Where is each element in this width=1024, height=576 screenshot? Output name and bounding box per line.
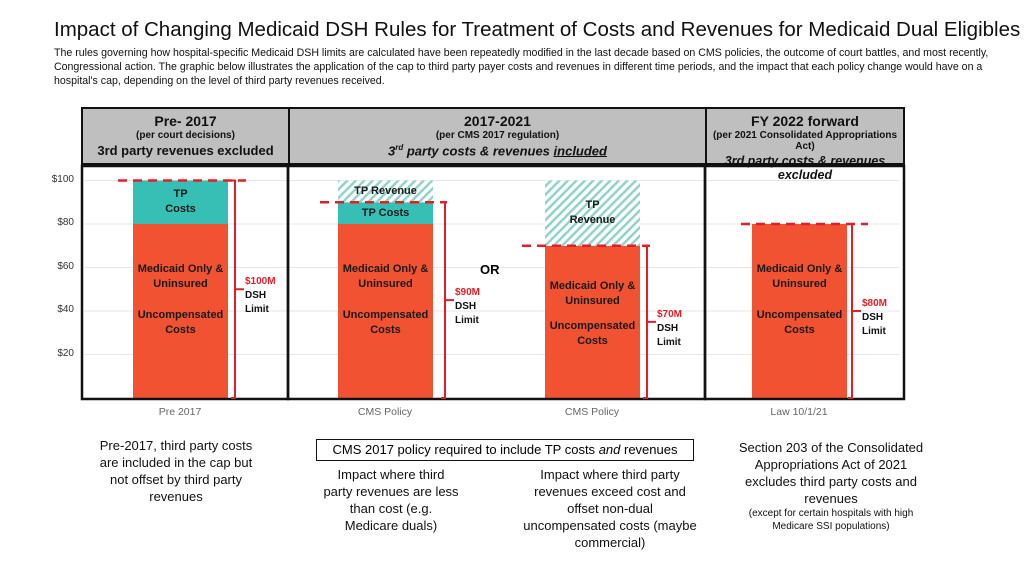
dsh-limit-bracket (848, 223, 861, 399)
panel-source: (per court decisions) (136, 130, 235, 141)
bar-segment-tp_costs (133, 180, 228, 224)
dsh-limit-label: $70M DSH Limit (657, 308, 682, 350)
segment-label: Medicaid Only & Uninsured (342, 263, 429, 291)
desc-emphasis: excluded (777, 168, 833, 182)
segment-label: Uncompensated Costs (342, 308, 429, 336)
dsh-limit-value: $80M (862, 298, 888, 309)
dsh-limit-label: $90M DSH Limit (455, 286, 480, 328)
dsh-limit-label: $80M DSH Limit (862, 297, 887, 339)
callout-text: CMS 2017 policy required to include TP c… (332, 442, 599, 457)
category-label: CMS Policy (357, 406, 413, 418)
bar-segment-medicaid (545, 245, 640, 398)
dsh-limit-text: DSH Limit (657, 322, 681, 348)
category-label: CMS Policy (564, 406, 620, 418)
desc-part: 3rd party costs & revenues (724, 154, 886, 168)
segment-label: TP Revenue (569, 199, 616, 227)
panel-title: FY 2022 forward (751, 113, 859, 129)
desc-emphasis: included (553, 143, 607, 159)
y-tick-label: $100 (51, 173, 74, 185)
category-label: Pre 2017 (158, 406, 202, 418)
panel-frame (703, 164, 906, 401)
desc-part: party costs & revenues (403, 143, 554, 159)
panel-title: 2017-2021 (464, 113, 531, 129)
y-tick-label: $60 (57, 260, 74, 272)
segment-label: Medicaid Only & Uninsured (756, 263, 843, 291)
panel-source: (per 2021 Consolidated Appropriations Ac… (712, 130, 898, 152)
segment-label: Uncompensated Costs (756, 308, 843, 336)
dsh-limit-text: DSH Limit (245, 290, 269, 316)
desc-sup: rd (395, 143, 404, 152)
note-cms-b: Impact where third party revenues exceed… (523, 467, 697, 550)
segment-label: TP Costs (361, 206, 410, 219)
note-cms-a: Impact where third party revenues are le… (323, 467, 459, 533)
bar-segment-hatch (545, 180, 640, 246)
panel-desc: 3rd party costs & revenues included (290, 143, 705, 158)
bar-segment-hatch (338, 180, 433, 203)
panel-desc: 3rd party revenues excluded (97, 143, 274, 158)
category-label: Law 10/1/21 (770, 406, 828, 418)
subtitle: The rules governing how hospital-specifi… (54, 47, 989, 87)
segment-label: Uncompensated Costs (137, 308, 224, 336)
note-law-text: Section 203 of the Consolidated Appropri… (738, 440, 924, 506)
note-law: Section 203 of the Consolidated Appropri… (736, 439, 926, 533)
segment-label: TP Costs (165, 188, 196, 216)
bar-segment-medicaid (338, 224, 433, 398)
dsh-limit-text: DSH Limit (455, 301, 479, 327)
bar-segment-medicaid (133, 224, 228, 398)
callout-text: revenues (620, 442, 678, 457)
dsh-limit-value: $90M (455, 287, 481, 299)
panel-title: Pre- 2017 (154, 113, 217, 129)
segment-label: Uncompensated Costs (549, 319, 636, 347)
dsh-limit-value: $70M (657, 308, 683, 320)
note-law-small: (except for certain hospitals with high … (748, 508, 914, 532)
bar-segment-tp_costs (338, 202, 433, 224)
panel-header-fy2022: FY 2022 forward (per 2021 Consolidated A… (705, 107, 905, 182)
page-title: Impact of Changing Medicaid DSH Rules fo… (54, 18, 1021, 41)
bar-segment-medicaid (752, 224, 847, 398)
desc-part: 3 (388, 143, 396, 159)
dsh-limit-value: $100M (245, 276, 276, 288)
panel-header-2017-2021: 2017-2021 (per CMS 2017 regulation) 3rd … (288, 107, 707, 165)
segment-label: TP Revenue (354, 184, 417, 197)
y-tick-label: $80 (57, 217, 74, 228)
panel-source: (per CMS 2017 regulation) (435, 130, 560, 141)
callout-emphasis: and (598, 442, 621, 457)
dsh-limit-bracket (441, 201, 454, 399)
segment-label: Medicaid Only & Uninsured (549, 280, 636, 308)
dsh-limit-bracket (643, 244, 656, 399)
segment-label: Medicaid Only & Uninsured (137, 263, 224, 291)
or-label: OR (480, 262, 500, 277)
note-pre2017: Pre-2017, third party costs are included… (99, 438, 253, 504)
dsh-limit-bracket (231, 179, 244, 399)
y-tick-label: $20 (57, 347, 74, 359)
dsh-limit-label: $100M DSH Limit (245, 275, 276, 317)
cms-callout-box: CMS 2017 policy required to include TP c… (316, 439, 694, 461)
y-tick-label: $40 (57, 304, 74, 315)
panel-desc: 3rd party costs & revenues excluded (707, 154, 903, 182)
dsh-limit-text: DSH Limit (862, 312, 886, 337)
